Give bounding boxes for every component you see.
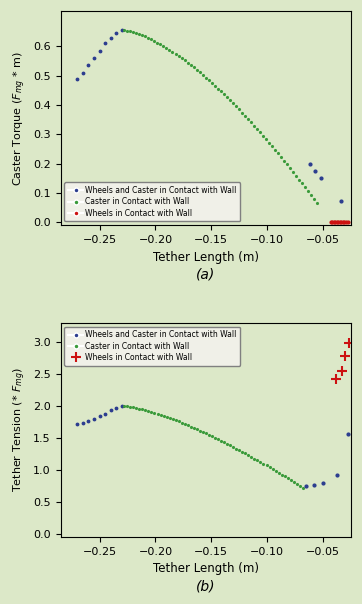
- X-axis label: Tether Length (m): Tether Length (m): [153, 562, 259, 576]
- Y-axis label: Caster Torque ($F_{mg}$ * m): Caster Torque ($F_{mg}$ * m): [11, 51, 28, 185]
- Text: (b): (b): [196, 580, 215, 594]
- Y-axis label: Tether Tension (* $F_{mg}$): Tether Tension (* $F_{mg}$): [11, 367, 28, 492]
- Legend: Wheels and Caster in Contact with Wall, Caster in Contact with Wall, Wheels in C: Wheels and Caster in Contact with Wall, …: [64, 182, 240, 222]
- X-axis label: Tether Length (m): Tether Length (m): [153, 251, 259, 263]
- Text: (a): (a): [196, 268, 215, 282]
- Legend: Wheels and Caster in Contact with Wall, Caster in Contact with Wall, Wheels in C: Wheels and Caster in Contact with Wall, …: [64, 327, 240, 366]
